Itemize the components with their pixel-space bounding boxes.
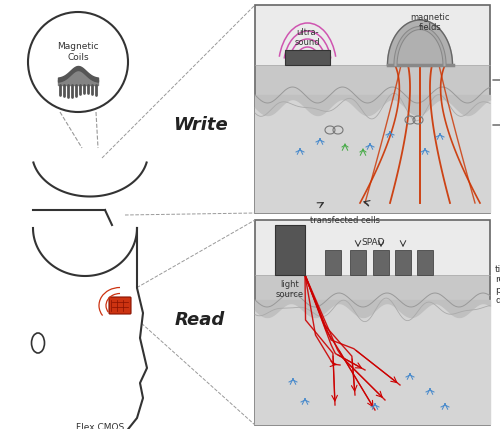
Bar [417,250,433,275]
Polygon shape [33,228,147,429]
Ellipse shape [32,333,44,353]
Bar [325,250,341,275]
Bar [395,250,411,275]
Bar [256,275,489,300]
Text: ultra-
sound: ultra- sound [294,27,320,47]
Polygon shape [388,20,452,65]
Text: time
resolved
photon
detection: time resolved photon detection [495,265,500,305]
Bar [255,220,490,425]
Bar [285,50,330,65]
Circle shape [28,12,128,112]
Text: magnetic
fields: magnetic fields [410,13,450,33]
FancyBboxPatch shape [109,297,131,314]
Text: Read: Read [175,311,225,329]
Text: Write: Write [172,116,228,134]
Polygon shape [34,163,146,210]
Text: Flex CMOS
Chiplets: Flex CMOS Chiplets [76,423,124,429]
Text: light
source: light source [276,280,304,299]
Bar [373,250,389,275]
Text: transfected cells: transfected cells [310,216,380,225]
Bar [275,225,305,275]
Bar [255,5,490,213]
Bar [256,65,489,95]
Text: Magnetic
Coils: Magnetic Coils [57,42,99,62]
Text: SPAD: SPAD [361,238,385,247]
Bar [350,250,366,275]
